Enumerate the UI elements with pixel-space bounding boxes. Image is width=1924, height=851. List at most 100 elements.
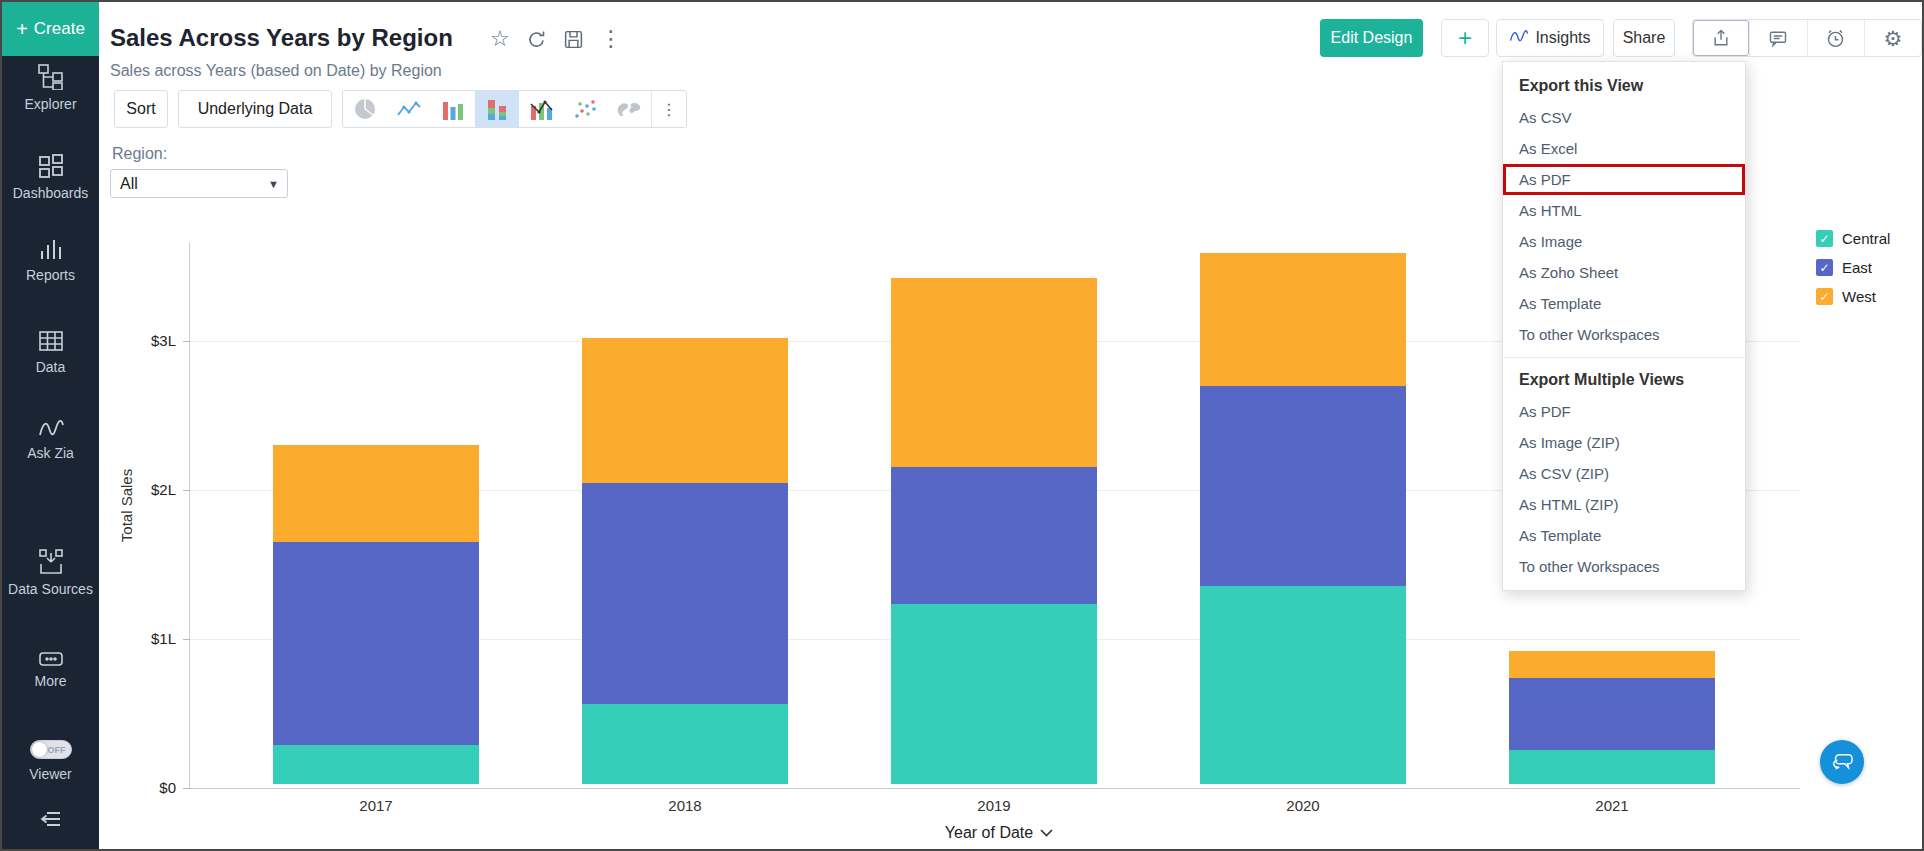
collapse-sidebar-icon[interactable] (2, 808, 99, 830)
x-tick-label: 2021 (1509, 797, 1715, 814)
bar-segment-2019-central[interactable] (891, 604, 1097, 784)
pie-chart-icon[interactable] (343, 91, 387, 127)
bar-2017 (273, 445, 479, 784)
export-menu-item-as-image-zip-[interactable]: As Image (ZIP) (1503, 427, 1745, 458)
export-icon[interactable] (1693, 20, 1749, 56)
bar-chart-icon[interactable] (431, 91, 475, 127)
export-menu-item-to-other-workspaces[interactable]: To other Workspaces (1503, 551, 1745, 582)
comment-icon[interactable] (1749, 20, 1806, 56)
legend-item-central[interactable]: ✓Central (1816, 230, 1890, 247)
x-axis-title[interactable]: Year of Date (889, 824, 1109, 842)
page-subtitle: Sales across Years (based on Date) by Re… (110, 62, 442, 80)
legend-item-west[interactable]: ✓ West (1816, 288, 1890, 305)
sidebar-item-label: Explorer (2, 96, 99, 112)
export-menu-item-as-csv[interactable]: As CSV (1503, 102, 1745, 133)
bar-segment-2021-east[interactable] (1509, 678, 1715, 750)
sidebar-item-datasources[interactable]: Data Sources (2, 549, 99, 597)
star-icon[interactable]: ☆ (490, 28, 510, 50)
export-menu-item-as-pdf[interactable]: As PDF (1503, 396, 1745, 427)
bar-segment-2017-west[interactable] (273, 445, 479, 542)
stacked-bar-chart-icon[interactable] (475, 91, 519, 127)
schedule-alarm-icon[interactable] (1807, 20, 1864, 56)
legend-checkbox-icon[interactable]: ✓ (1816, 230, 1833, 247)
bar-segment-2018-central[interactable] (582, 704, 788, 784)
y-tick (183, 341, 190, 342)
create-button[interactable]: + Create (2, 2, 99, 56)
underlying-data-button[interactable]: Underlying Data (178, 90, 332, 128)
sidebar-item-label: Dashboards (2, 185, 99, 201)
sidebar-item-explorer[interactable]: Explorer (2, 64, 99, 112)
chevron-down-icon: ▼ (268, 178, 279, 190)
y-tick-label: $2L (114, 481, 176, 498)
title-icon-row: ☆ ⋮ (490, 28, 622, 50)
edit-design-button[interactable]: Edit Design (1320, 19, 1423, 57)
bar-segment-2020-east[interactable] (1200, 386, 1406, 586)
region-filter-select[interactable]: All ▼ (110, 169, 288, 198)
sidebar-item-askzia[interactable]: Ask Zia (2, 417, 99, 461)
export-menu-item-as-pdf[interactable]: As PDF (1503, 164, 1745, 195)
scatter-chart-icon[interactable] (563, 91, 607, 127)
legend-item-east[interactable]: ✓East (1816, 259, 1890, 276)
viewer-toggle[interactable]: OFF (30, 740, 72, 759)
combo-chart-icon[interactable] (519, 91, 563, 127)
export-menu-item-to-other-workspaces[interactable]: To other Workspaces (1503, 319, 1745, 350)
export-menu-item-as-csv-zip-[interactable]: As CSV (ZIP) (1503, 458, 1745, 489)
export-menu-item-as-template[interactable]: As Template (1503, 288, 1745, 319)
legend-checkbox-icon[interactable]: ✓ (1816, 259, 1833, 276)
line-chart-icon[interactable] (387, 91, 431, 127)
sidebar-item-label: Reports (2, 267, 99, 283)
insights-button[interactable]: Insights (1496, 19, 1604, 57)
viewer-toggle-wrap: OFF Viewer (2, 740, 99, 782)
share-button[interactable]: Share (1613, 19, 1675, 57)
explorer-icon (2, 64, 99, 90)
region-filter-label: Region: (112, 145, 167, 163)
y-axis-line (189, 242, 190, 788)
export-menu-item-as-zoho-sheet[interactable]: As Zoho Sheet (1503, 257, 1745, 288)
save-icon[interactable] (563, 29, 584, 50)
bar-segment-2017-central[interactable] (273, 745, 479, 784)
y-tick (183, 788, 190, 789)
gear-icon[interactable]: ⚙ (1864, 20, 1921, 56)
sidebar-item-data[interactable]: Data (2, 329, 99, 375)
sidebar-item-reports[interactable]: Reports (2, 237, 99, 283)
y-tick-label: $1L (114, 630, 176, 647)
x-tick-label: 2017 (273, 797, 479, 814)
bar-segment-2021-west[interactable] (1509, 651, 1715, 678)
bar-segment-2018-east[interactable] (582, 483, 788, 704)
bar-segment-2020-west[interactable] (1200, 253, 1406, 386)
sidebar-item-label: Data (2, 359, 99, 375)
export-menu-item-as-excel[interactable]: As Excel (1503, 133, 1745, 164)
export-menu-section-header: Export Multiple Views (1503, 360, 1745, 396)
sort-button[interactable]: Sort (114, 90, 168, 128)
toggle-knob (32, 742, 47, 757)
y-axis-title: Total Sales (118, 446, 135, 566)
app-window: Sales Across Years by Region Sales acros… (0, 0, 1924, 851)
add-view-button[interactable]: + (1441, 19, 1489, 57)
export-menu-item-as-html[interactable]: As HTML (1503, 195, 1745, 226)
legend-checkbox-icon[interactable]: ✓ (1816, 288, 1833, 305)
y-tick-label: $0 (114, 779, 176, 796)
bar-segment-2019-east[interactable] (891, 467, 1097, 604)
bar-2021 (1509, 651, 1715, 784)
export-menu-item-as-html-zip-[interactable]: As HTML (ZIP) (1503, 489, 1745, 520)
bar-segment-2019-west[interactable] (891, 278, 1097, 467)
bar-segment-2017-east[interactable] (273, 542, 479, 745)
map-chart-icon[interactable] (607, 91, 651, 127)
legend-label: West (1842, 288, 1876, 305)
export-menu-item-as-template[interactable]: As Template (1503, 520, 1745, 551)
zia-insights-icon (1509, 28, 1529, 48)
y-tick (183, 490, 190, 491)
export-menu-item-as-image[interactable]: As Image (1503, 226, 1745, 257)
bar-segment-2021-central[interactable] (1509, 750, 1715, 784)
sidebar-item-dashboards[interactable]: Dashboards (2, 153, 99, 201)
more-vertical-icon[interactable]: ⋮ (600, 28, 622, 50)
sidebar-item-more[interactable]: More (2, 651, 99, 689)
refresh-icon[interactable] (526, 29, 547, 50)
bar-segment-2020-central[interactable] (1200, 586, 1406, 784)
header-icon-group: ⚙ (1692, 19, 1922, 57)
sidebar-item-label: Ask Zia (2, 445, 99, 461)
y-tick-label: $3L (114, 332, 176, 349)
chat-bubbles-icon[interactable] (1820, 740, 1864, 784)
chart-type-overflow-icon[interactable]: ⋮ (651, 91, 686, 127)
bar-segment-2018-west[interactable] (582, 338, 788, 483)
